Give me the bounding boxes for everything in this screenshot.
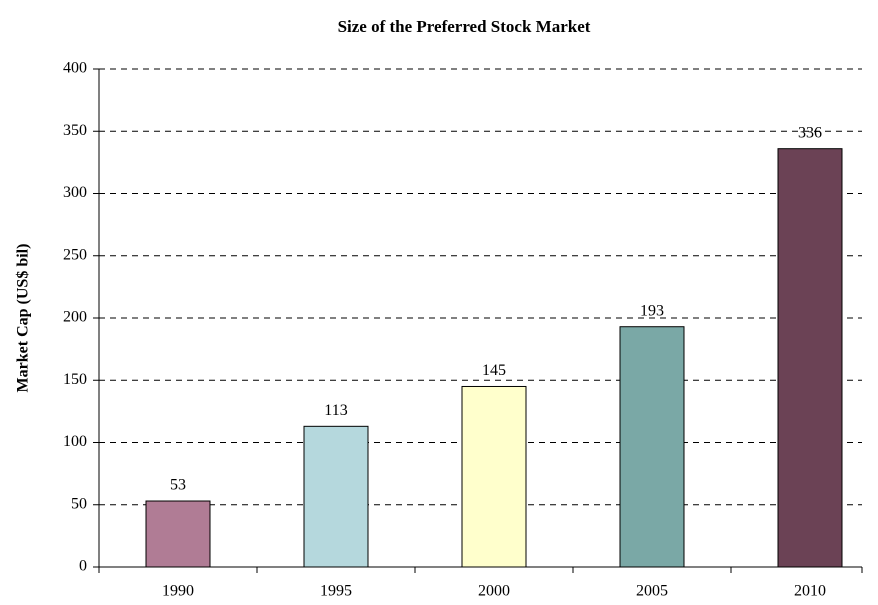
y-tick-label: 300 [63,184,87,201]
x-tick-label: 1995 [320,583,352,600]
y-tick-label: 150 [63,371,87,388]
bar [461,385,527,568]
data-label: 336 [798,124,822,141]
data-label: 145 [482,362,506,379]
x-tick-label: 2010 [794,583,826,600]
y-tick-label: 250 [63,246,87,263]
bar [145,500,211,568]
bar [303,425,369,568]
x-tick-label: 2000 [478,583,510,600]
y-axis-label: Market Cap (US$ bil) [15,244,32,393]
bar [619,326,685,568]
y-tick-label: 400 [63,60,87,77]
x-tick-label: 2005 [636,583,668,600]
bar [777,148,843,568]
y-tick-label: 350 [63,122,87,139]
data-label: 193 [640,302,664,319]
data-label: 113 [324,402,347,419]
data-label: 53 [170,477,186,494]
y-tick-label: 200 [63,309,87,326]
y-tick-label: 0 [79,558,87,575]
chart-title: Size of the Preferred Stock Market [338,17,591,36]
x-tick-label: 1990 [162,583,194,600]
y-tick-label: 50 [71,495,87,512]
y-tick-label: 100 [63,433,87,450]
